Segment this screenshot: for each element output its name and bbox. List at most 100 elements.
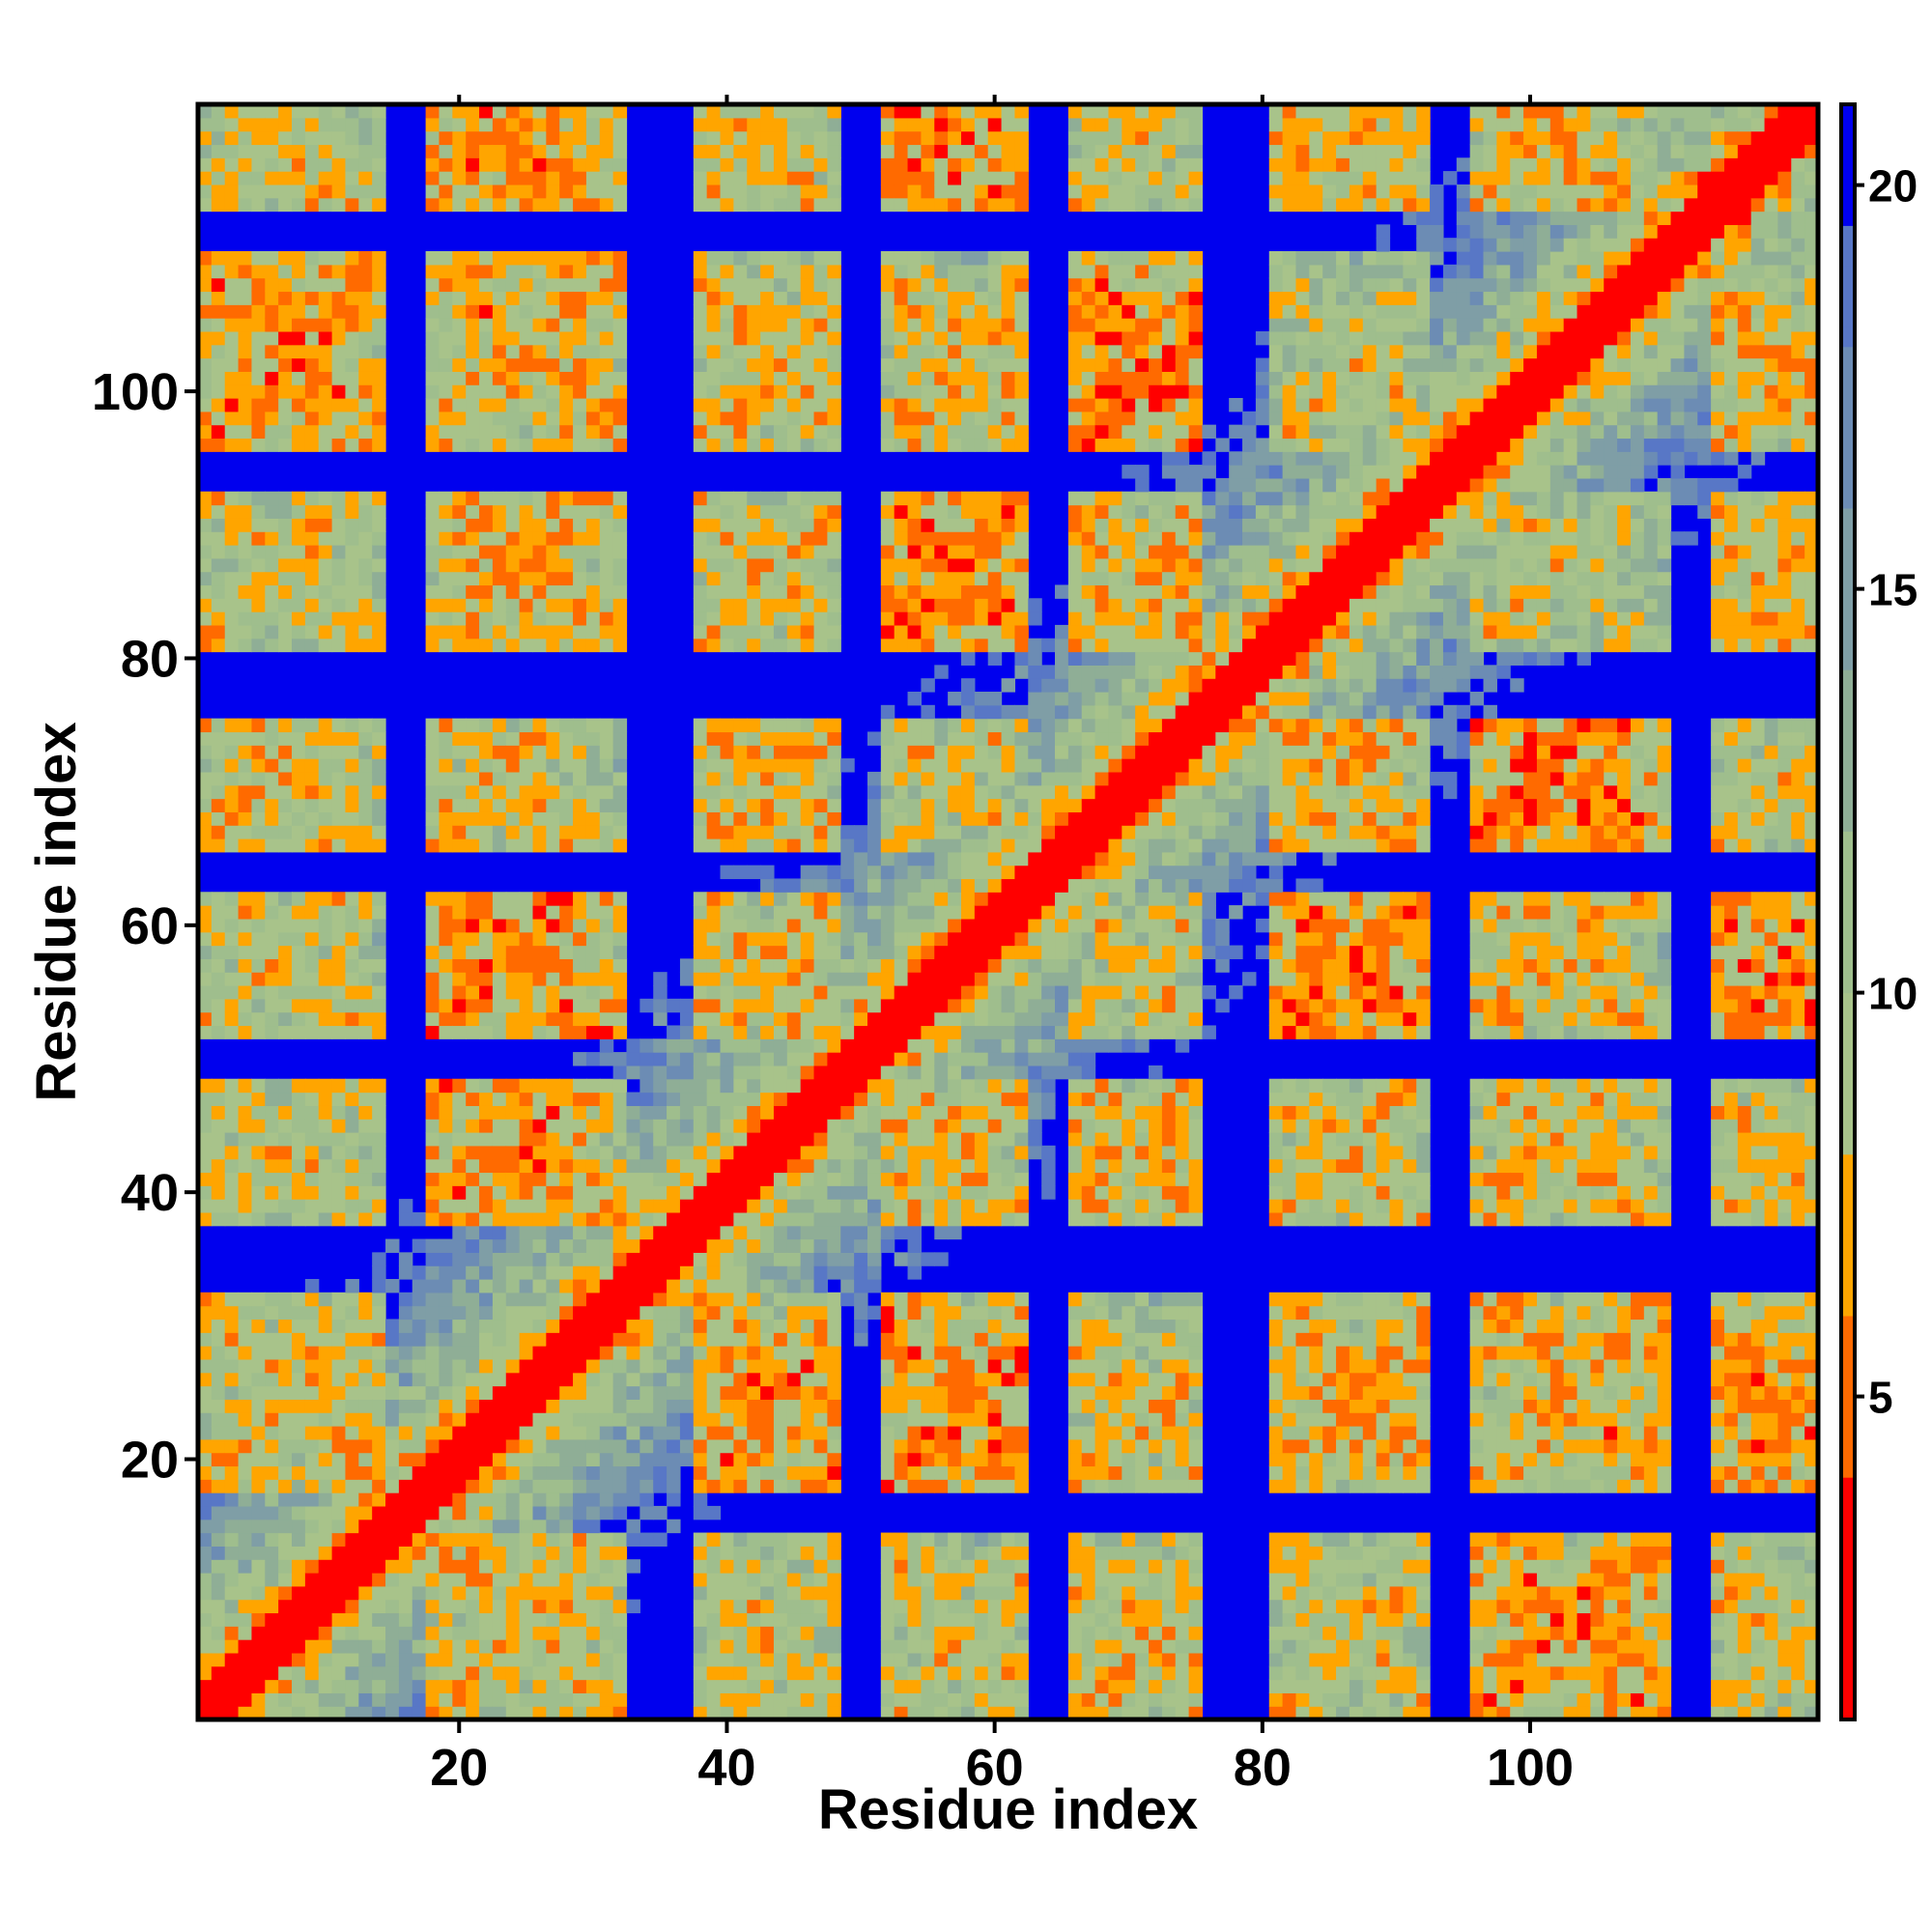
heatmap-cell — [452, 958, 467, 973]
heatmap-cell — [934, 1412, 949, 1427]
heatmap-cell — [706, 1132, 722, 1147]
heatmap-cell — [265, 1172, 279, 1186]
heatmap-cell — [331, 277, 347, 293]
heatmap-cell — [251, 1505, 266, 1520]
heatmap-cell — [733, 1185, 748, 1200]
heatmap-cell — [385, 1346, 400, 1360]
heatmap-cell — [505, 1706, 521, 1720]
heatmap-cell — [585, 931, 601, 947]
heatmap-cell — [439, 1319, 453, 1333]
heatmap-cell — [786, 945, 802, 959]
heatmap-cell — [760, 357, 775, 372]
heatmap-cell — [653, 1479, 668, 1493]
heatmap-cell — [224, 384, 240, 399]
heatmap-cell — [612, 718, 628, 733]
heatmap-cell — [813, 251, 828, 266]
heatmap-cell — [626, 1319, 640, 1333]
heatmap-cell — [800, 865, 815, 880]
heatmap-cell — [786, 1065, 802, 1080]
heatmap-cell — [921, 318, 935, 332]
heatmap-cell — [304, 1679, 320, 1693]
heatmap-cell — [800, 1238, 815, 1253]
heatmap-cell — [747, 798, 761, 812]
heatmap-cell — [331, 1211, 347, 1227]
heatmap-cell — [894, 1426, 909, 1440]
heatmap-cell — [505, 144, 521, 158]
heatmap-cell — [894, 171, 909, 185]
heatmap-cell — [331, 438, 347, 452]
heatmap-cell — [345, 1612, 359, 1627]
heatmap-cell — [747, 330, 761, 346]
heatmap-cell — [345, 1452, 359, 1467]
heatmap-cell — [840, 1092, 855, 1106]
heatmap-cell — [211, 1532, 226, 1547]
heatmap-cell — [773, 1706, 788, 1720]
heatmap-cell — [573, 1105, 587, 1120]
heatmap-cell — [612, 972, 628, 986]
heatmap-cell — [358, 972, 373, 986]
heatmap-cell — [532, 518, 547, 532]
heatmap-cell — [278, 557, 293, 573]
heatmap-cell — [452, 598, 467, 612]
heatmap-cell — [827, 251, 841, 266]
heatmap-cell — [372, 931, 386, 947]
heatmap-cell — [720, 825, 734, 839]
heatmap-cell — [760, 1052, 775, 1066]
heatmap-cell — [546, 157, 560, 172]
heatmap-cell — [304, 1211, 320, 1227]
heatmap-cell — [653, 1065, 668, 1080]
heatmap-cell — [747, 1438, 761, 1454]
heatmap-cell — [532, 598, 547, 612]
heatmap-cell — [934, 1465, 949, 1480]
heatmap-cell — [439, 1145, 453, 1160]
heatmap-cell — [773, 1399, 788, 1413]
heatmap-cell — [921, 518, 935, 532]
heatmap-cell — [733, 304, 748, 319]
heatmap-cell — [292, 598, 306, 612]
heatmap-cell — [585, 1626, 601, 1640]
heatmap-cell — [224, 130, 240, 146]
heatmap-cell — [720, 1158, 734, 1174]
heatmap-cell — [238, 304, 253, 319]
heatmap-cell — [747, 398, 761, 412]
heatmap-cell — [907, 851, 923, 867]
heatmap-cell — [612, 1052, 628, 1066]
heatmap-cell — [585, 1305, 601, 1321]
heatmap-cell — [773, 1158, 788, 1174]
heatmap-cell — [840, 865, 855, 880]
heatmap-cell — [398, 1679, 413, 1693]
heatmap-cell — [304, 104, 320, 119]
heatmap-cell — [505, 1078, 521, 1094]
heatmap-cell — [452, 357, 467, 372]
heatmap-cell — [479, 264, 494, 279]
heatmap-cell — [425, 1211, 440, 1227]
heatmap-cell — [345, 598, 359, 612]
heatmap-cell — [800, 504, 815, 519]
heatmap-cell — [466, 771, 480, 786]
heatmap-cell — [720, 518, 734, 532]
heatmap-cell — [278, 1132, 293, 1147]
heatmap-cell — [265, 1158, 279, 1174]
heatmap-cell — [439, 945, 453, 959]
heatmap-cell — [358, 945, 373, 959]
heatmap-cell — [452, 1599, 467, 1614]
heatmap-cell — [425, 157, 440, 172]
heatmap-cell — [800, 1199, 815, 1213]
heatmap-cell — [559, 531, 574, 546]
heatmap-cell — [452, 251, 467, 266]
heatmap-cell — [265, 598, 279, 612]
heatmap-cell — [224, 197, 240, 213]
heatmap-cell — [599, 117, 614, 132]
heatmap-cell — [439, 438, 453, 452]
heatmap-cell — [573, 1238, 587, 1253]
heatmap-cell — [546, 892, 560, 906]
heatmap-cell — [921, 1052, 935, 1066]
heatmap-cell — [331, 1438, 347, 1454]
heatmap-cell — [372, 1078, 386, 1094]
heatmap-cell — [880, 1011, 895, 1027]
heatmap-cell — [907, 1452, 923, 1467]
heatmap-cell — [760, 972, 775, 986]
heatmap-cell — [693, 731, 708, 746]
heatmap-cell — [265, 584, 279, 599]
heatmap-cell — [921, 584, 935, 599]
